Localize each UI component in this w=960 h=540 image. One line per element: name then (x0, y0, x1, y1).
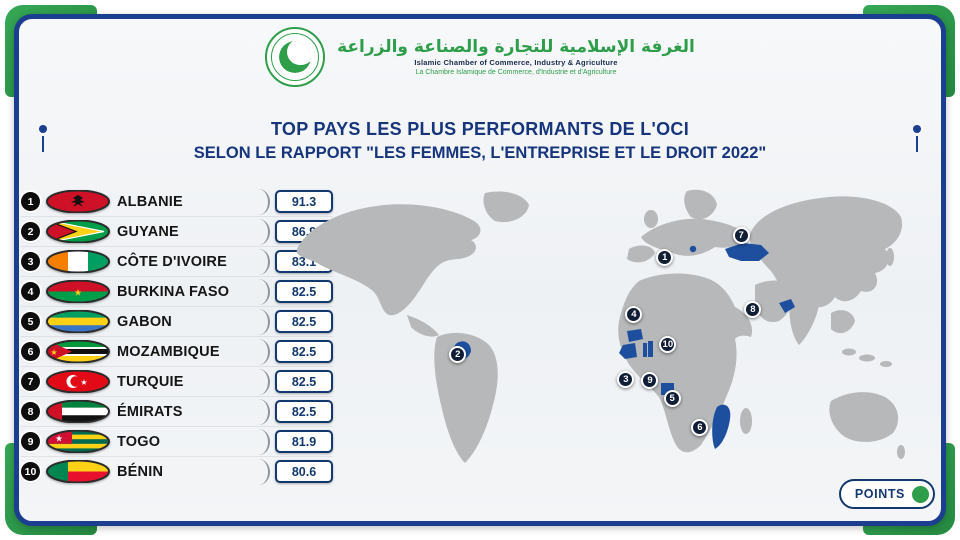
rank-badge: 1 (21, 192, 40, 211)
row-divider-curve (256, 188, 270, 215)
title-line-1: TOP PAYS LES PLUS PERFORMANTS DE L'OCI (270, 119, 690, 139)
ranking-row: 3 CÔTE D'IVOIRE 83.1 (21, 247, 333, 277)
svg-text:★: ★ (80, 378, 87, 387)
country-name: GABON (117, 313, 172, 330)
row-divider-curve (256, 368, 270, 395)
flag-cote-divoire-icon (46, 249, 110, 274)
map-marker-9: 9 (641, 372, 659, 390)
country-name: TURQUIE (117, 373, 184, 390)
rank-badge: 6 (21, 342, 40, 361)
flag-mozambique-icon: ★ (46, 339, 110, 364)
world-map: 1 2 3 4 5 6 7 8 9 10 (289, 187, 905, 479)
ranking-row: 6 ★ MOZAMBIQUE 82.5 (21, 337, 333, 367)
row-divider-curve (256, 458, 270, 485)
ranking-list: 1 ALBANIE 91.3 2 GUYANE 86.9 3 CÔTE D'IVOIRE 83.… (21, 187, 333, 486)
country-name: TOGO (117, 433, 161, 450)
country-name: ALBANIE (117, 193, 183, 210)
row-divider-curve (256, 248, 270, 275)
map-marker-5: 5 (663, 390, 681, 408)
svg-text:★: ★ (50, 348, 57, 357)
map-marker-3: 3 (617, 370, 635, 388)
ranking-row: 7 ★ TURQUIE 82.5 (21, 367, 333, 397)
map-marker-8: 8 (744, 301, 762, 319)
svg-text:★: ★ (55, 435, 63, 445)
flag-gabon-icon (46, 309, 110, 334)
map-marker-4: 4 (625, 306, 643, 324)
emblem-crescent-icon (279, 41, 312, 73)
score-value: 80.6 (275, 460, 333, 483)
ranking-row: 2 GUYANE 86.9 (21, 217, 333, 247)
score-value: 82.5 (275, 340, 333, 363)
flag-guyana-icon (46, 219, 110, 244)
country-name: MOZAMBIQUE (117, 343, 220, 360)
org-name-french: La Chambre Islamique de Commerce, d'Indu… (415, 68, 617, 76)
flag-uae-icon (46, 399, 110, 424)
iccia-emblem-icon (265, 27, 326, 87)
map-marker-1: 1 (656, 249, 674, 267)
svg-text:★: ★ (74, 289, 82, 299)
ranking-row: 10 BÉNIN 80.6 (21, 457, 333, 486)
org-name-english: Islamic Chamber of Commerce, Industry & … (414, 58, 618, 68)
rank-badge: 5 (21, 312, 40, 331)
country-name: CÔTE D'IVOIRE (117, 253, 227, 270)
row-divider-curve (256, 428, 270, 455)
rank-badge: 8 (21, 402, 40, 421)
points-label: POINTS (854, 487, 905, 501)
score-value: 91.3 (275, 190, 333, 213)
org-names: الغرفة الإسلامية للتجارة والصناعة والزرا… (337, 36, 695, 77)
score-value: 82.5 (275, 400, 333, 423)
rank-badge: 3 (21, 252, 40, 271)
flag-benin-icon (46, 459, 110, 484)
country-name: BÉNIN (117, 463, 164, 480)
ranking-row: 1 ALBANIE 91.3 (21, 187, 333, 217)
score-value: 82.5 (275, 370, 333, 393)
rank-badge: 4 (21, 282, 40, 301)
map-marker-6: 6 (691, 419, 709, 437)
title-ornament-left (39, 125, 47, 152)
title-line-2: SELON LE RAPPORT "LES FEMMES, L'ENTREPRI… (193, 144, 767, 162)
score-value: 82.5 (275, 280, 333, 303)
row-divider-curve (256, 338, 270, 365)
row-divider-curve (256, 398, 270, 425)
flag-togo-icon: ★ (46, 429, 110, 454)
points-legend: POINTS (838, 479, 935, 509)
emblem-ring-icon (271, 33, 320, 81)
row-divider-curve (256, 218, 270, 245)
country-name: GUYANE (117, 223, 179, 240)
flag-albania-icon (46, 189, 110, 214)
country-name: ÉMIRATS (117, 403, 183, 420)
page-title: TOP PAYS LES PLUS PERFORMANTS DE L'OCI S… (55, 119, 905, 163)
title-ornament-right (913, 125, 921, 152)
flag-turkey-icon: ★ (46, 369, 110, 394)
highlighted-countries (453, 243, 795, 449)
world-map-svg (296, 189, 905, 463)
rank-badge: 9 (21, 432, 40, 451)
map-marker-2: 2 (449, 345, 467, 363)
row-divider-curve (256, 308, 270, 335)
points-green-dot-icon (912, 485, 929, 503)
org-logo-block: الغرفة الإسلامية للتجارة والصناعة والزرا… (19, 27, 941, 87)
score-value: 81.9 (275, 430, 333, 453)
main-panel: الغرفة الإسلامية للتجارة والصناعة والزرا… (14, 14, 946, 526)
rank-badge: 2 (21, 222, 40, 241)
country-name: BURKINA FASO (117, 283, 230, 300)
ranking-row: 8 ÉMIRATS 82.5 (21, 397, 333, 427)
org-name-arabic: الغرفة الإسلامية للتجارة والصناعة والزرا… (337, 36, 695, 57)
rank-badge: 7 (21, 372, 40, 391)
ranking-row: 4 ★ BURKINA FASO 82.5 (21, 277, 333, 307)
ranking-row: 5 GABON 82.5 (21, 307, 333, 337)
rank-badge: 10 (21, 462, 40, 481)
map-marker-7: 7 (732, 226, 750, 244)
ranking-row: 9 ★ TOGO 81.9 (21, 427, 333, 457)
map-marker-10: 10 (659, 336, 677, 354)
score-value: 82.5 (275, 310, 333, 333)
row-divider-curve (256, 278, 270, 305)
flag-burkina-faso-icon: ★ (46, 279, 110, 304)
